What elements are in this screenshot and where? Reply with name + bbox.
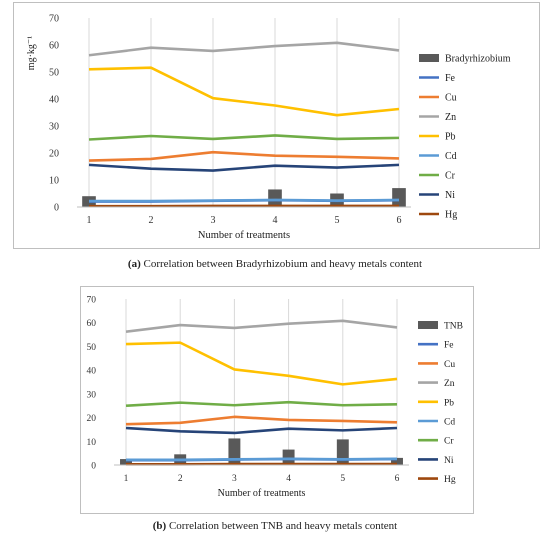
chart-a-legend-label-cd: Cd <box>445 151 457 162</box>
chart-a-legend-label-zn: Zn <box>445 112 456 123</box>
chart-b-x-tick-6: 6 <box>395 474 400 484</box>
chart-b-y-tick-40: 40 <box>87 367 97 377</box>
caption-b-text: Correlation between TNB and heavy metals… <box>166 520 398 532</box>
chart-b-y-tick-0: 0 <box>91 462 96 472</box>
chart-a-legend-label-ni: Ni <box>445 190 455 201</box>
chart-b-x-tick-1: 1 <box>124 474 129 484</box>
chart-b-y-tick-30: 30 <box>87 390 97 400</box>
chart-b-line-cu <box>125 415 398 426</box>
chart-a-y-tick-0: 0 <box>54 203 59 214</box>
chart-b-legend-label-cu: Cu <box>444 360 455 370</box>
chart-a-y-tick-50: 50 <box>49 68 59 79</box>
chart-a-y-tick-10: 10 <box>49 176 59 187</box>
chart-a-x-tick-4: 4 <box>273 215 278 226</box>
chart-b-line-cr <box>125 400 398 408</box>
chart-b-line-zn <box>125 319 398 334</box>
chart-a-y-tick-30: 30 <box>49 122 59 133</box>
chart-b-bar-3 <box>228 438 241 465</box>
chart-a-x-axis-label: Number of treatments <box>198 230 290 241</box>
caption-a-text: Correlation between Bradyrhizobium and h… <box>140 258 423 270</box>
chart-a-x-tick-2: 2 <box>149 215 154 226</box>
chart-b-legend-swatch-tnb <box>418 321 438 329</box>
chart-a-bar-6 <box>392 188 406 207</box>
chart-a-svg: 0 10 20 30 40 50 60 70 1 2 3 4 5 6 Number of treatment… <box>26 14 511 242</box>
chart-a-legend-label-cr: Cr <box>445 171 456 182</box>
caption-a: (a) Correlation between Bradyrhizobium a… <box>0 258 550 270</box>
chart-b-y-tick-70: 70 <box>87 296 97 306</box>
chart-b-x-tick-2: 2 <box>178 474 183 484</box>
chart-a-line-cr <box>88 134 400 141</box>
chart-a-y-tick-40: 40 <box>49 95 59 106</box>
chart-b-line-ni <box>125 426 398 435</box>
chart-a-legend-label-fe: Fe <box>445 73 456 84</box>
chart-b-legend-label-zn: Zn <box>444 379 455 389</box>
chart-a-x-tick-6: 6 <box>397 215 402 226</box>
chart-b-x-tick-4: 4 <box>286 474 291 484</box>
chart-b-line-cd <box>126 457 398 462</box>
chart-a-bar-4 <box>268 189 282 207</box>
caption-b-tag: (b) <box>152 520 167 532</box>
chart-b-y-tick-50: 50 <box>87 343 97 353</box>
chart-a-y-tick-20: 20 <box>49 149 59 160</box>
chart-a-legend-label-hg: Hg <box>445 210 457 221</box>
chart-b-legend-label-fe: Fe <box>444 341 454 351</box>
chart-a-x-tick-5: 5 <box>335 215 340 226</box>
chart-b-legend-label-pb: Pb <box>444 398 454 408</box>
chart-b-legend-label-cd: Cd <box>444 418 455 428</box>
caption-b: (b) Correlation between TNB and heavy me… <box>0 520 550 532</box>
chart-panel-a: 0 10 20 30 40 50 60 70 1 2 3 4 5 6 Number of treatment… <box>13 2 540 249</box>
chart-b-x-axis-label: Number of treatments <box>218 488 306 499</box>
chart-a-line-zn <box>88 41 400 57</box>
chart-b-x-tick-5: 5 <box>340 474 345 484</box>
chart-a-y-tick-60: 60 <box>49 41 59 52</box>
chart-b-bar-6 <box>391 457 403 465</box>
chart-a-legend-label-cu: Cu <box>445 93 457 104</box>
chart-b-legend-label-tnb: TNB <box>444 322 463 332</box>
chart-b-bar-4 <box>282 449 295 465</box>
chart-b-bar-1 <box>120 459 132 465</box>
chart-a-y-axis-label: mg·kg⁻¹ <box>26 36 37 70</box>
chart-a-x-tick-3: 3 <box>211 215 216 226</box>
chart-a-legend-label-pb: Pb <box>445 132 456 143</box>
chart-b-legend-label-hg: Hg <box>444 475 456 485</box>
chart-a-line-ni <box>88 163 400 172</box>
chart-a-x-tick-1: 1 <box>87 215 92 226</box>
chart-b-legend-label-ni: Ni <box>444 456 454 466</box>
chart-a-line-pb <box>88 66 400 117</box>
caption-a-tag: (a) <box>127 258 141 270</box>
chart-b-legend-label-cr: Cr <box>444 437 454 447</box>
chart-panel-b: 0 10 20 30 40 50 60 70 1 2 3 4 5 6 Number of treatment… <box>64 286 474 514</box>
chart-a-line-cu <box>88 150 400 162</box>
chart-a-y-tick-70: 70 <box>49 14 59 25</box>
chart-a-line-cd <box>89 198 400 203</box>
chart-b-y-tick-10: 10 <box>87 438 97 448</box>
chart-a-legend-swatch-bradyrhizobium <box>419 54 439 62</box>
chart-b-y-tick-60: 60 <box>87 319 97 329</box>
chart-b-x-tick-3: 3 <box>232 474 237 484</box>
chart-a-legend-label-bradyrhizobium: Bradyrhizobium <box>445 54 511 65</box>
chart-b-bar-5 <box>336 439 349 465</box>
chart-b-svg: 0 10 20 30 40 50 60 70 1 2 3 4 5 6 Number of treatment… <box>64 296 463 500</box>
chart-b-line-pb <box>125 341 398 386</box>
chart-b-y-tick-20: 20 <box>87 414 97 424</box>
